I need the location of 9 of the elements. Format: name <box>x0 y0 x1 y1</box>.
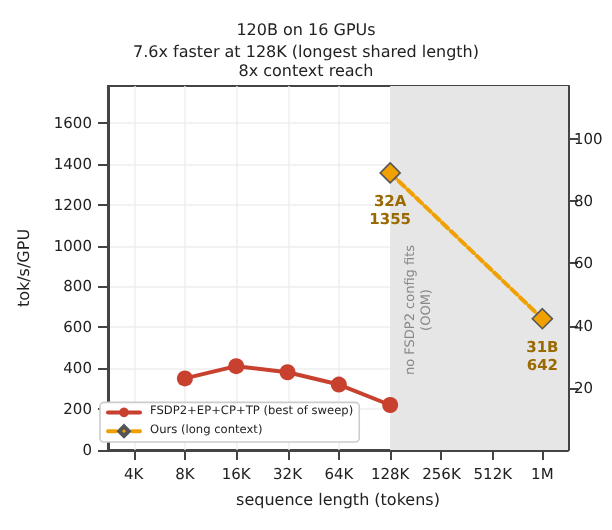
point <box>330 376 347 393</box>
y-axis-title: tok/s/GPU <box>15 228 33 308</box>
chart-subtitle: 7.6x faster at 128K (longest shared length) 8x context reach <box>133 42 479 80</box>
point <box>176 370 193 387</box>
point <box>279 364 296 381</box>
x-axis-title: sequence length (tokens) <box>236 491 440 509</box>
point <box>228 358 245 375</box>
point <box>382 397 399 414</box>
chart-title: 120B on 16 GPUs <box>236 21 376 39</box>
